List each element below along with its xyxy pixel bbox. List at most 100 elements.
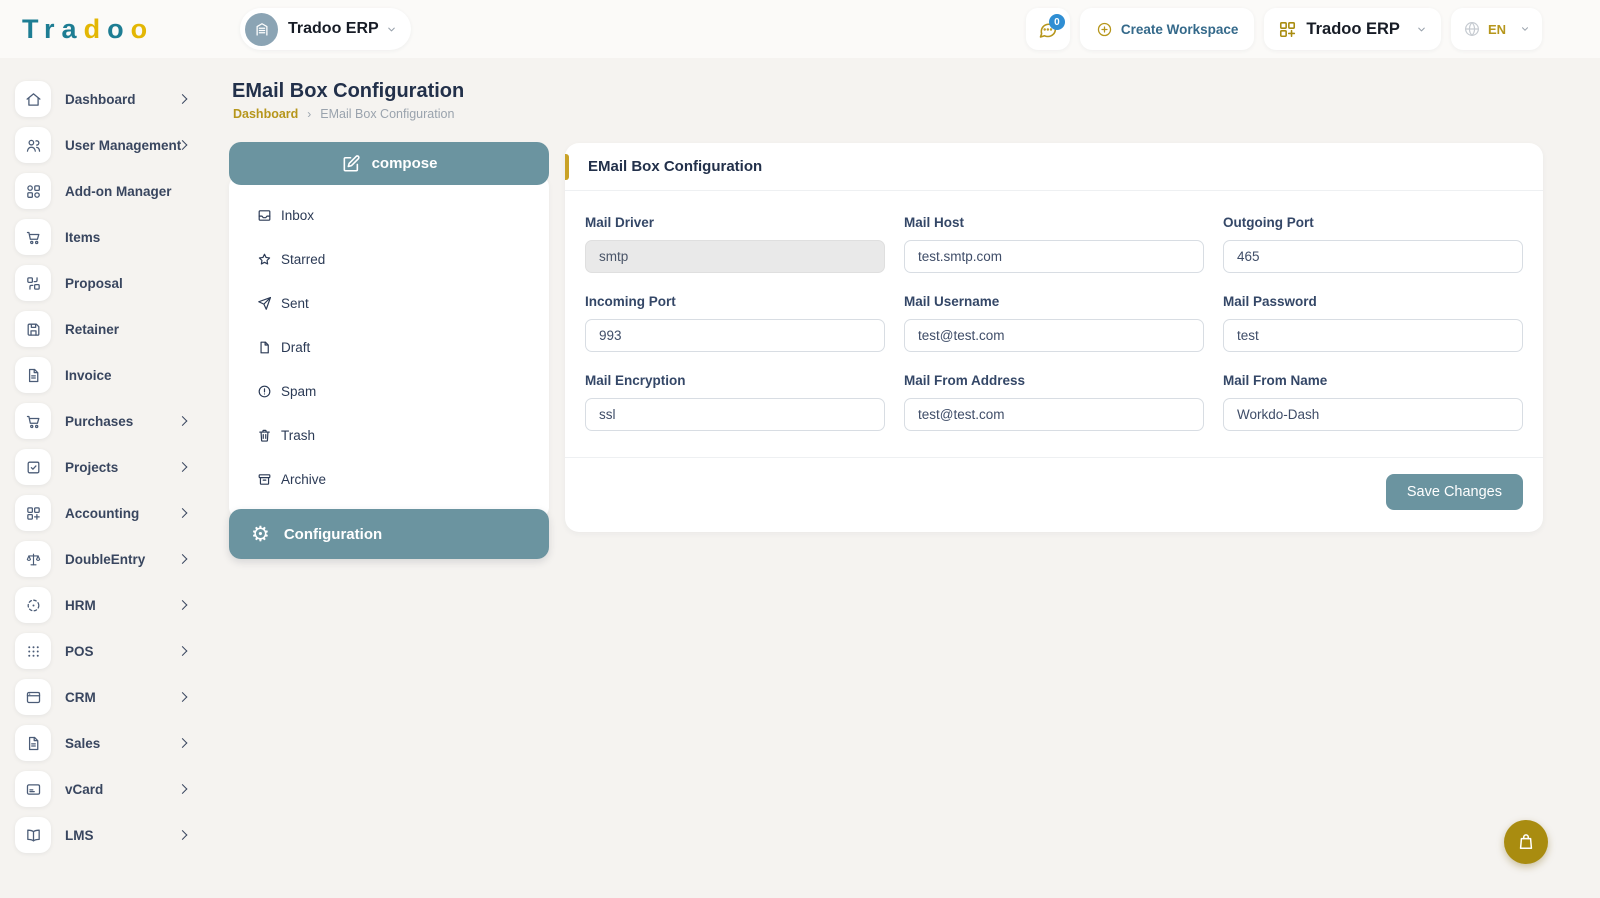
sidebar-item-dashboard[interactable]: Dashboard	[0, 76, 214, 122]
workspace-chip[interactable]: Tradoo ERP	[240, 8, 411, 50]
breadcrumb-separator: ›	[307, 107, 312, 121]
sidebar-item-label: Sales	[65, 735, 101, 751]
card-footer: Save Changes	[565, 457, 1543, 532]
sidebar: Dashboard User Management Add-on Manager…	[0, 76, 214, 858]
field-label: Incoming Port	[585, 294, 676, 309]
sidebar-item-addon-manager[interactable]: Add-on Manager	[0, 168, 214, 214]
folder-inbox[interactable]: Inbox	[229, 193, 549, 237]
folder-label: Starred	[281, 251, 326, 267]
sidebar-item-label: User Management	[65, 137, 182, 153]
mail-from-address-input[interactable]	[904, 398, 1204, 431]
mail-host-input[interactable]	[904, 240, 1204, 273]
workspace-avatar	[245, 12, 278, 46]
gear-icon: ⚙	[251, 521, 270, 546]
file-text-icon	[15, 357, 51, 393]
configuration-button[interactable]: ⚙ Configuration	[229, 509, 549, 559]
compose-button[interactable]: compose	[229, 142, 549, 185]
inbox-icon	[258, 209, 271, 221]
logo-letter: T	[22, 14, 45, 44]
folder-archive[interactable]: Archive	[229, 457, 549, 501]
cart-icon	[15, 219, 51, 255]
proposal-swap-icon	[15, 265, 51, 301]
compose-label: compose	[371, 155, 438, 172]
sidebar-item-label: Accounting	[65, 505, 140, 521]
sidebar-item-label: POS	[65, 643, 94, 659]
field-outgoing-port: Outgoing Port	[1223, 215, 1523, 273]
page-title: EMail Box Configuration	[232, 80, 465, 102]
folder-spam[interactable]: Spam	[229, 369, 549, 413]
save-changes-button[interactable]: Save Changes	[1385, 474, 1523, 513]
folder-starred[interactable]: Starred	[229, 237, 549, 281]
field-label: Mail From Address	[904, 373, 1026, 388]
logo-letter: o	[107, 14, 131, 44]
chevron-right-icon	[177, 462, 188, 472]
mail-password-input[interactable]	[1223, 319, 1523, 352]
field-mail-from-address: Mail From Address	[904, 373, 1204, 431]
mail-folder-list: Inbox Starred Sent Draft Spam Trash Arch…	[229, 175, 549, 519]
logo-letter: a	[61, 14, 84, 44]
mail-from-name-input[interactable]	[1223, 398, 1523, 431]
field-mail-username: Mail Username	[904, 294, 1204, 352]
file-text-icon	[15, 725, 51, 761]
sidebar-item-retainer[interactable]: Retainer	[0, 306, 214, 352]
messenger-button[interactable]: 0	[1025, 8, 1070, 50]
chevron-down-icon	[387, 27, 395, 31]
mail-encryption-input[interactable]	[585, 398, 885, 431]
language-selector[interactable]: EN	[1450, 8, 1542, 50]
users-icon	[15, 127, 51, 163]
incoming-port-input[interactable]	[585, 319, 885, 352]
breadcrumb-dashboard-link[interactable]: Dashboard	[233, 107, 299, 121]
store-fab-button[interactable]	[1504, 820, 1548, 864]
sidebar-item-purchases[interactable]: Purchases	[0, 398, 214, 444]
file-icon	[260, 341, 269, 353]
home-icon	[15, 81, 51, 117]
logo-letter: r	[44, 14, 62, 44]
credit-card-icon	[15, 771, 51, 807]
sidebar-item-accounting[interactable]: Accounting	[0, 490, 214, 536]
sidebar-item-user-management[interactable]: User Management	[0, 122, 214, 168]
sidebar-item-proposal[interactable]: Proposal	[0, 260, 214, 306]
breadcrumb: Dashboard › EMail Box Configuration	[233, 107, 454, 121]
create-workspace-button[interactable]: Create Workspace	[1079, 8, 1255, 50]
card-title: EMail Box Configuration	[588, 158, 763, 175]
folder-label: Inbox	[281, 207, 315, 223]
sidebar-item-invoice[interactable]: Invoice	[0, 352, 214, 398]
workspace-switcher-button[interactable]: Tradoo ERP	[1264, 8, 1441, 50]
field-mail-from-name: Mail From Name	[1223, 373, 1523, 431]
chevron-right-icon	[177, 692, 188, 702]
field-label: Outgoing Port	[1223, 215, 1314, 230]
field-label: Mail Driver	[585, 215, 655, 230]
folder-label: Archive	[281, 471, 327, 487]
chevron-right-icon	[177, 646, 188, 656]
sidebar-item-doubleentry[interactable]: DoubleEntry	[0, 536, 214, 582]
mail-username-input[interactable]	[904, 319, 1204, 352]
sidebar-item-pos[interactable]: POS	[0, 628, 214, 674]
sidebar-item-vcard[interactable]: vCard	[0, 766, 214, 812]
outgoing-port-input[interactable]	[1223, 240, 1523, 273]
field-label: Mail Encryption	[585, 373, 686, 388]
field-label: Mail Username	[904, 294, 1000, 309]
chevron-right-icon	[177, 830, 188, 840]
sidebar-item-hrm[interactable]: HRM	[0, 582, 214, 628]
chevron-right-icon	[177, 784, 188, 794]
sidebar-item-projects[interactable]: Projects	[0, 444, 214, 490]
create-workspace-label: Create Workspace	[1120, 21, 1239, 37]
shopping-bag-icon	[1519, 834, 1533, 849]
brand-logo[interactable]: Tradoo	[22, 14, 154, 45]
compose-icon	[343, 154, 360, 172]
card-accent-bar	[565, 154, 569, 180]
field-mail-driver: Mail Driver	[585, 215, 885, 273]
sidebar-item-label: CRM	[65, 689, 96, 705]
folder-trash[interactable]: Trash	[229, 413, 549, 457]
sidebar-item-label: Retainer	[65, 321, 120, 337]
sidebar-item-lms[interactable]: LMS	[0, 812, 214, 858]
check-square-icon	[15, 449, 51, 485]
folder-draft[interactable]: Draft	[229, 325, 549, 369]
logo-letter: d	[83, 14, 108, 44]
sidebar-item-crm[interactable]: CRM	[0, 674, 214, 720]
sidebar-item-sales[interactable]: Sales	[0, 720, 214, 766]
sidebar-item-label: DoubleEntry	[65, 551, 146, 567]
sidebar-item-items[interactable]: Items	[0, 214, 214, 260]
logo-letter: o	[130, 14, 155, 44]
folder-sent[interactable]: Sent	[229, 281, 549, 325]
